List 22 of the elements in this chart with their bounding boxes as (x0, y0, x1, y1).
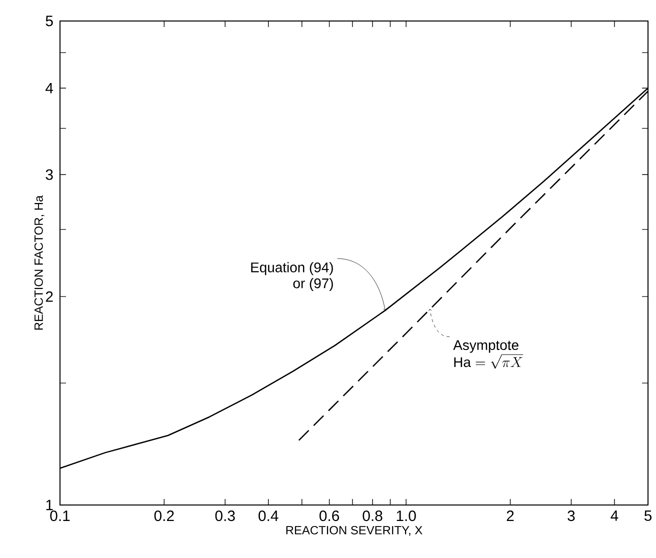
x-tick-label: 0.6 (320, 510, 340, 522)
x-tick-label: 0.2 (154, 510, 174, 522)
annotation: $\mathrm{Ha}=\sqrt{\pi X}$ (454, 354, 524, 369)
annotation: Equation (94) (251, 262, 333, 276)
y-tick-label: 1 (46, 500, 53, 510)
x-tick-label: 5 (644, 510, 652, 521)
y-tick-label: 5 (46, 16, 53, 26)
x-axis-title: REACTION SEVERITY, X (286, 526, 422, 536)
annotation: Asymptote (453, 340, 518, 353)
x-tick-label: 0.8 (362, 510, 382, 522)
y-axis-title: REACTION FACTOR, Ha (34, 195, 44, 330)
annotation: or (97) (293, 278, 333, 292)
x-tick-label: 3 (568, 510, 575, 522)
x-tick-label: 0.4 (258, 510, 278, 522)
x-tick-label: 1.0 (396, 510, 416, 522)
x-tick-label: 0.3 (215, 510, 235, 522)
x-tick-label: 2 (506, 510, 514, 521)
x-tick-label: 4 (610, 510, 618, 521)
x-tick-label: 0.1 (50, 510, 70, 522)
y-tick-label: 2 (46, 291, 53, 302)
y-tick-label: 3 (46, 169, 53, 180)
y-tick-label: 4 (46, 82, 54, 94)
